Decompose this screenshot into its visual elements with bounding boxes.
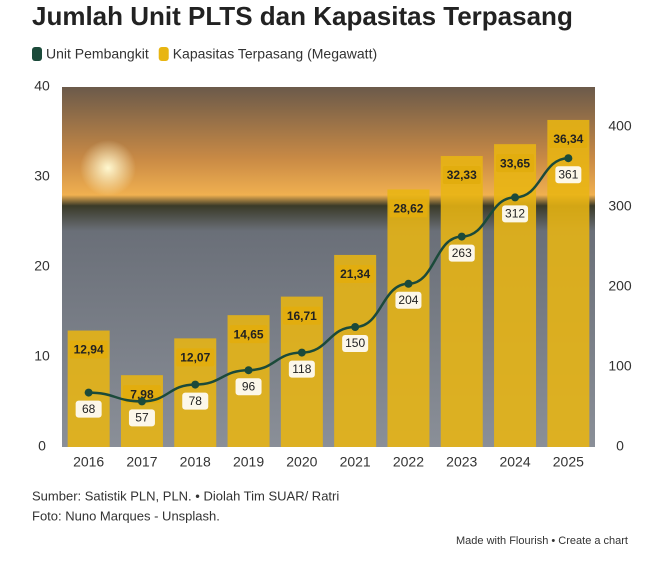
bar-value-label: 21,34	[340, 267, 370, 281]
point-value-label: 263	[452, 246, 472, 260]
point-value-label: 312	[505, 207, 525, 221]
bar-label-bg	[122, 385, 161, 404]
bar-value-label: 36,34	[553, 132, 583, 146]
x-tick-label: 2016	[73, 454, 104, 470]
line-point	[351, 323, 360, 331]
point-value-label: 204	[398, 293, 418, 307]
bar-label-bg	[229, 325, 268, 344]
point-value-label: 57	[135, 411, 149, 425]
point-value-label: 68	[82, 402, 96, 416]
legend-swatch	[158, 47, 169, 61]
bar-label-bg	[496, 154, 535, 173]
y2-tick-label: 100	[608, 358, 632, 374]
y2-tick-label: 200	[608, 278, 632, 294]
point-value-label: 118	[292, 362, 311, 376]
bar-value-label: 32,33	[447, 168, 477, 182]
line-point	[191, 380, 200, 389]
bar	[387, 189, 430, 448]
point-label-bg	[75, 400, 102, 418]
footer[interactable]: Made with Flourish • Create a chart	[456, 535, 628, 547]
x-tick-label: 2022	[393, 454, 424, 470]
point-label-bg	[502, 205, 529, 223]
line-point	[564, 154, 573, 163]
line-point	[84, 388, 93, 397]
bar-label-bg	[549, 129, 588, 148]
x-tick-label: 2020	[286, 454, 317, 470]
bar-value-label: 7,98	[130, 387, 154, 401]
sun	[80, 140, 136, 196]
point-label-bg	[448, 244, 475, 262]
chart-title: Jumlah Unit PLTS dan Kapasitas Terpasang	[32, 1, 573, 31]
line-point	[457, 232, 466, 241]
x-tick-label: 2024	[499, 454, 530, 470]
x-tick-label: 2017	[126, 454, 157, 470]
bar-value-label: 12,07	[180, 351, 210, 365]
source: Sumber: Satistik PLN, PLN. • Diolah Tim …	[32, 488, 339, 503]
point-label-bg	[128, 409, 155, 427]
x-tick-label: 2023	[446, 454, 477, 470]
point-label-bg	[395, 291, 422, 309]
y-tick-label: 0	[38, 438, 46, 454]
point-label-bg	[555, 166, 582, 184]
x-tick-label: 2025	[553, 454, 584, 470]
bar-label-bg	[282, 306, 321, 325]
point-value-label: 361	[558, 167, 578, 181]
point-value-label: 96	[242, 379, 256, 393]
bar-value-label: 28,62	[393, 202, 423, 216]
y-tick-label: 30	[34, 168, 50, 184]
bar-label-bg	[176, 348, 215, 367]
y-tick-label: 20	[34, 258, 50, 274]
y2-tick-label: 0	[616, 438, 624, 454]
x-tick-label: 2019	[233, 454, 264, 470]
line-point	[137, 397, 146, 406]
point-label-bg	[235, 378, 262, 396]
line-point	[297, 348, 306, 357]
point-label-bg	[342, 335, 369, 352]
bar-value-label: 14,65	[234, 327, 264, 341]
legend-label: Kapasitas Terpasang (Megawatt)	[173, 46, 377, 62]
legend-label: Unit Pembangkit	[46, 46, 149, 62]
bar	[494, 144, 537, 447]
y-tick-label: 10	[34, 348, 50, 364]
photo-credit: Foto: Nuno Marques - Unsplash.	[32, 508, 220, 523]
line	[88, 156, 569, 403]
bar-value-label: 16,71	[287, 309, 317, 323]
point-value-label: 150	[345, 336, 365, 350]
x-tick-label: 2021	[340, 454, 371, 470]
y-tick-label: 40	[34, 78, 50, 94]
point-value-label: 78	[189, 394, 203, 408]
y2-tick-label: 400	[608, 118, 632, 134]
x-tick-label: 2018	[180, 454, 211, 470]
bar	[440, 156, 483, 447]
point-label-bg	[288, 360, 315, 378]
point-label-bg	[182, 392, 209, 410]
bar-label-bg	[389, 199, 428, 218]
legend-swatch	[32, 47, 42, 61]
line-point	[244, 366, 253, 375]
bar-label-bg	[336, 264, 375, 283]
y2-tick-label: 300	[608, 198, 632, 214]
bar-value-label: 33,65	[500, 156, 530, 170]
line-point	[511, 193, 520, 202]
bar-label-bg	[442, 166, 481, 185]
line-point	[404, 279, 413, 288]
bar-label-bg	[69, 340, 108, 359]
bar-value-label: 12,94	[74, 343, 104, 357]
